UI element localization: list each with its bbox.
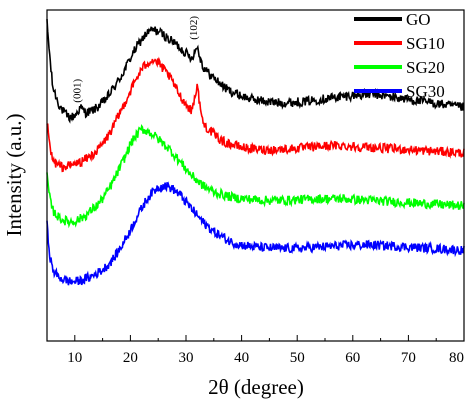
series-line-sg30 [46,181,465,286]
x-axis-title: 2θ (degree) [208,375,304,399]
legend-label-sg20: SG20 [406,58,445,77]
peak-label: (102) [188,16,200,40]
series-layer [46,19,465,286]
series-line-sg20 [46,124,465,229]
series-line-go [46,19,465,124]
x-tick-label: 20 [123,350,138,366]
x-tick-label: 50 [290,350,305,366]
x-axis-ticks: 10 20 30 40 50 60 70 80 [67,335,465,366]
plot-frame [46,9,465,342]
y-axis-title: Intensity (a.u.) [2,113,26,236]
peak-label: (001) [71,79,83,103]
x-tick-label: 70 [401,350,416,366]
x-tick-label: 40 [234,350,249,366]
legend-label-go: GO [406,10,431,29]
x-tick-label: 80 [449,350,464,366]
series-line-sg10 [46,56,465,173]
x-tick-label: 30 [179,350,194,366]
peak-annotations: (001) (102) [71,16,200,103]
legend-label-sg30: SG30 [406,82,445,101]
x-tick-label: 10 [67,350,82,366]
legend-label-sg10: SG10 [406,34,445,53]
x-tick-label: 60 [345,350,360,366]
legend: GO SG10 SG20 SG30 [354,10,445,101]
